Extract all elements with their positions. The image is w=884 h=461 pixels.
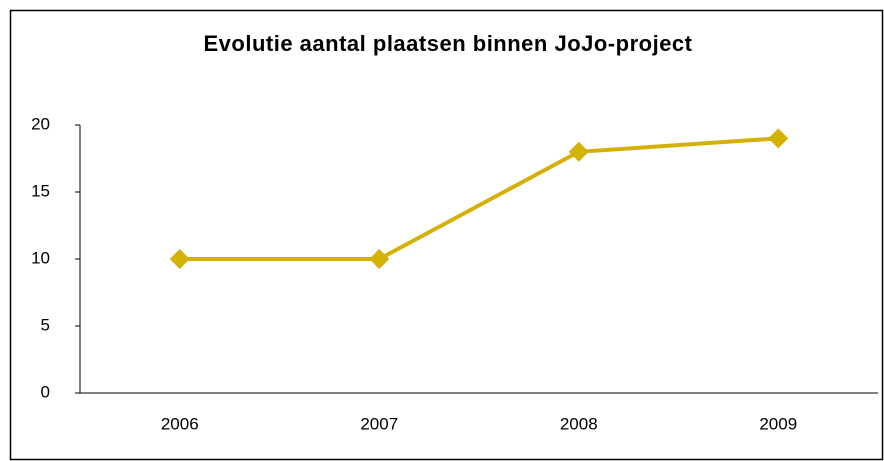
x-tick-label: 2007 [360,414,398,433]
chart-border [9,9,884,461]
data-point [568,141,589,162]
data-point [768,128,789,149]
x-tick-label: 2006 [161,414,199,433]
y-tick-label: 0 [41,382,50,401]
y-tick-label: 20 [31,114,50,133]
data-point [169,249,190,269]
y-tick-label: 5 [41,315,50,334]
x-tick-label: 2008 [560,414,598,433]
data-point [369,249,390,269]
x-tick-label: 2009 [759,414,797,433]
chart-title: Evolutie aantal plaatsen binnen JoJo-pro… [204,31,693,56]
y-tick-label: 15 [31,181,50,200]
y-tick-label: 10 [31,248,50,267]
data-line [179,136,779,261]
